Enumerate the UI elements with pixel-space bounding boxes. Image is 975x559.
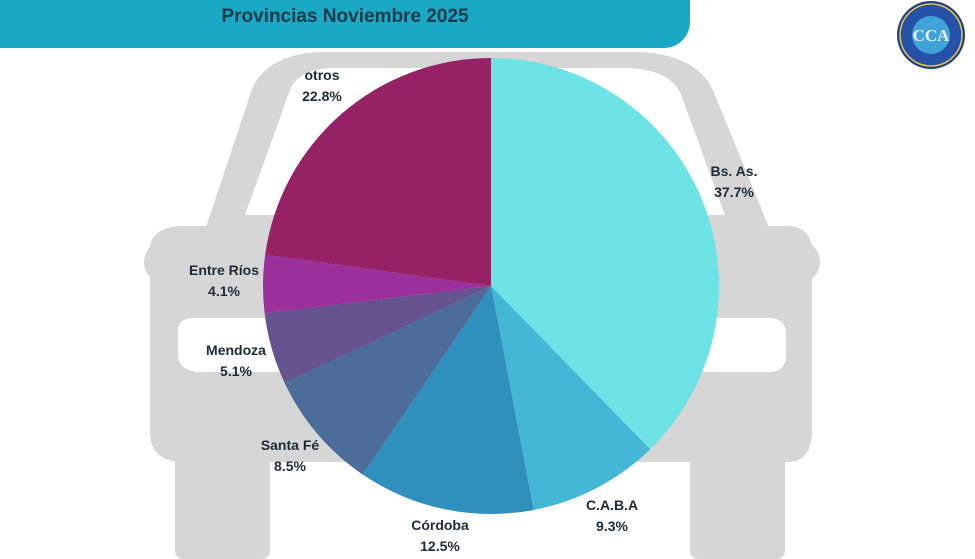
cca-logo: CCA bbox=[897, 1, 965, 69]
pie-slice-santa-f- bbox=[284, 286, 491, 475]
slice-value-label: 22.8% bbox=[302, 88, 342, 104]
slice-label: C.A.B.A bbox=[586, 497, 638, 513]
slice-value-label: 4.1% bbox=[208, 283, 240, 299]
slice-label: Córdoba bbox=[411, 517, 469, 533]
slice-label: otros bbox=[305, 67, 340, 83]
title-banner bbox=[0, 0, 690, 48]
slice-label: Bs. As. bbox=[711, 163, 758, 179]
svg-text:CCA: CCA bbox=[913, 26, 951, 45]
pie-slice-mendoza bbox=[264, 286, 491, 384]
slice-label: Entre Ríos bbox=[189, 262, 259, 278]
slice-value-label: 9.3% bbox=[596, 518, 628, 534]
chart-title: Provincias Noviembre 2025 bbox=[221, 6, 469, 27]
pie-slice-c-a-b-a bbox=[491, 286, 651, 510]
slice-value-label: 5.1% bbox=[220, 363, 252, 379]
slice-label: Santa Fé bbox=[261, 437, 320, 453]
slice-value-label: 8.5% bbox=[274, 458, 306, 474]
pie-slice-entre-r-os bbox=[262, 254, 491, 314]
slice-value-label: 12.5% bbox=[420, 538, 460, 554]
pie-slice-bs-as- bbox=[491, 58, 719, 450]
slice-label: Mendoza bbox=[206, 342, 266, 358]
pie-slice-otros bbox=[265, 57, 491, 287]
pie-slice-c-rdoba bbox=[362, 286, 534, 514]
slice-value-label: 37.7% bbox=[714, 184, 754, 200]
